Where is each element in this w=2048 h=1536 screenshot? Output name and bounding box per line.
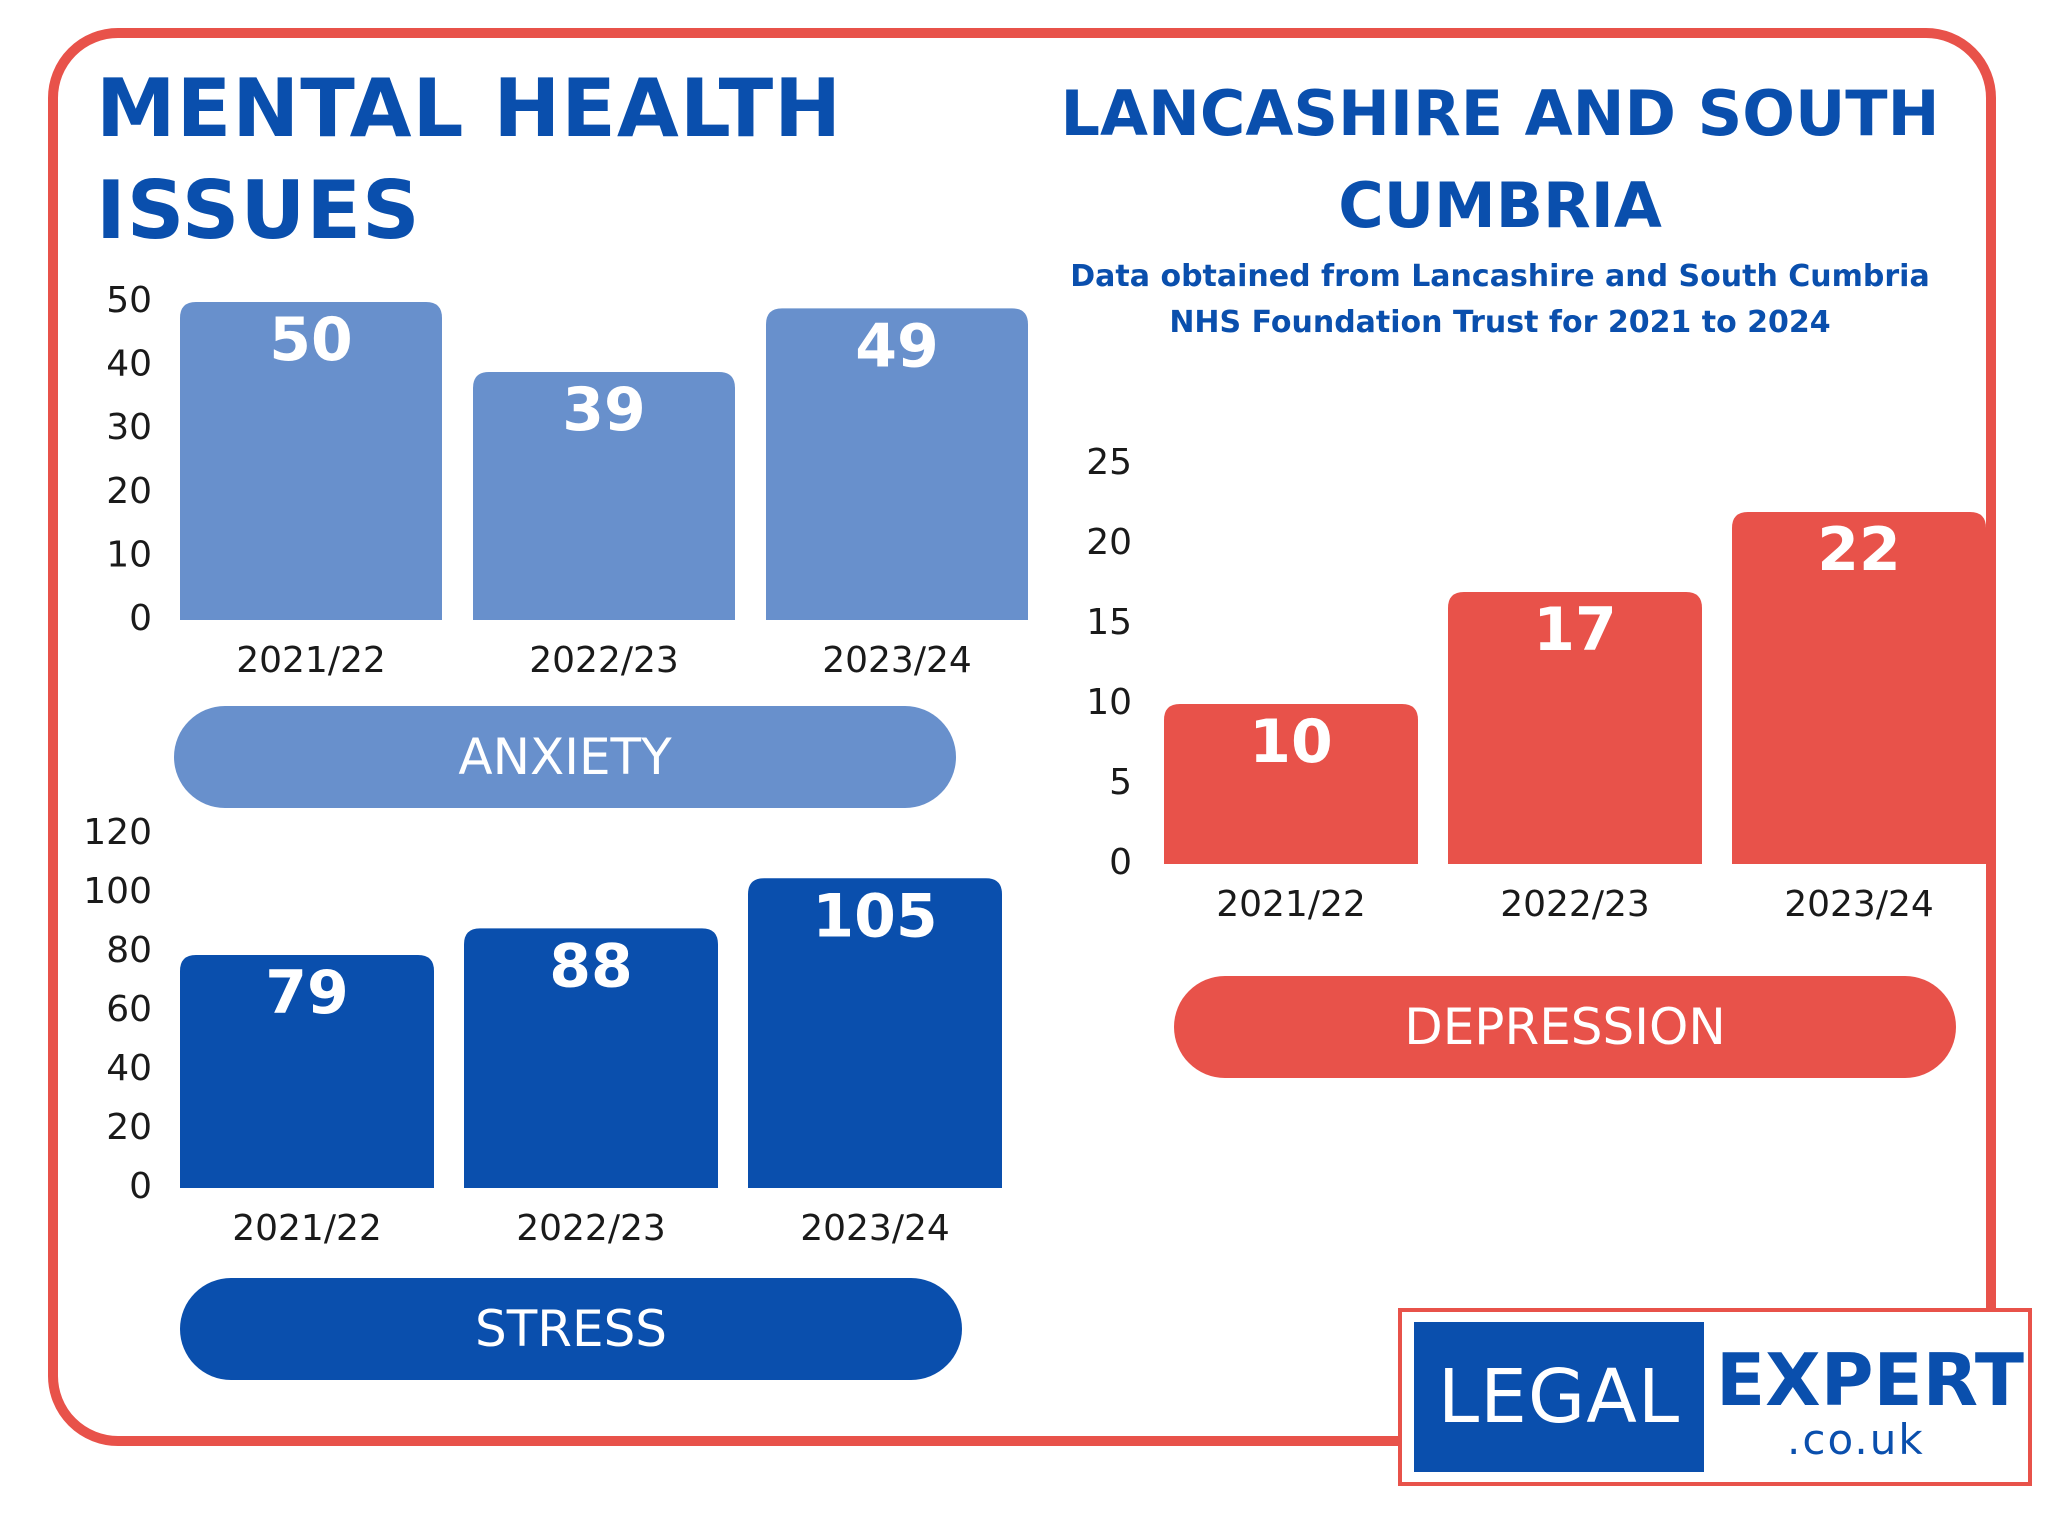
anxiety-category-label: 2022/23 bbox=[529, 640, 679, 681]
stress-y-tick: 60 bbox=[106, 989, 152, 1030]
anxiety-y-tick: 10 bbox=[106, 534, 152, 575]
depression-y-tick: 10 bbox=[1086, 682, 1132, 723]
depression-value-label: 17 bbox=[1533, 595, 1617, 665]
logo-expert-text: EXPERT bbox=[1716, 1338, 2024, 1422]
logo-domain-text: .co.uk bbox=[1787, 1415, 1925, 1464]
page-frame bbox=[48, 28, 1996, 1446]
depression-y-tick: 5 bbox=[1109, 762, 1132, 803]
stress-category-label: 2021/22 bbox=[232, 1208, 382, 1249]
stress-category-label: 2022/23 bbox=[516, 1208, 666, 1249]
anxiety-y-tick: 20 bbox=[106, 471, 152, 512]
anxiety-value-label: 49 bbox=[855, 311, 939, 381]
depression-chart: 0 5 10 15 20 25 10 2021/22 17 2022/23 22 2023/24 bbox=[1086, 442, 1986, 925]
depression-bar bbox=[1732, 512, 1986, 864]
anxiety-bar bbox=[473, 371, 735, 620]
anxiety-y-tick: 30 bbox=[106, 407, 152, 448]
depression-bar bbox=[1164, 704, 1418, 864]
stress-y-tick: 100 bbox=[83, 871, 152, 912]
stress-value-label: 88 bbox=[549, 931, 633, 1001]
stress-bar bbox=[180, 954, 434, 1188]
source-note: Data obtained from Lancashire and South … bbox=[1070, 259, 1930, 340]
depression-y-tick: 15 bbox=[1086, 602, 1132, 643]
anxiety-bar bbox=[766, 308, 1028, 620]
stress-value-label: 105 bbox=[812, 881, 937, 951]
stress-y-tick: 0 bbox=[129, 1166, 152, 1207]
anxiety-y-tick: 0 bbox=[129, 598, 152, 639]
anxiety-chart: 0 10 20 30 40 50 50 2021/22 39 2022/23 49 2023/24 bbox=[106, 280, 1028, 681]
logo-legal-text: LEGAL bbox=[1414, 1322, 1704, 1472]
depression-bar bbox=[1448, 592, 1702, 864]
anxiety-y-tick: 50 bbox=[106, 280, 152, 321]
legal-expert-logo: LEGAL EXPERT .co.uk bbox=[1398, 1308, 2032, 1486]
depression-value-label: 10 bbox=[1249, 707, 1333, 777]
stress-bar bbox=[464, 928, 718, 1188]
stress-category-label: 2023/24 bbox=[800, 1208, 950, 1249]
anxiety-y-tick: 40 bbox=[106, 344, 152, 385]
anxiety-value-label: 39 bbox=[562, 375, 646, 445]
stress-chart: 0 20 40 60 80 100 120 79 2021/22 88 2022/23 105 2023… bbox=[83, 812, 1002, 1249]
anxiety-label-pill: ANXIETY bbox=[174, 706, 956, 808]
anxiety-value-label: 50 bbox=[269, 305, 353, 375]
stress-y-tick: 120 bbox=[83, 812, 152, 853]
region-title: LANCASHIRE AND SOUTH CUMBRIA bbox=[1060, 77, 1940, 242]
stress-bar bbox=[748, 878, 1002, 1188]
depression-y-tick: 0 bbox=[1109, 842, 1132, 883]
depression-category-label: 2022/23 bbox=[1500, 884, 1650, 925]
stress-y-tick: 40 bbox=[106, 1048, 152, 1089]
anxiety-category-label: 2023/24 bbox=[822, 640, 972, 681]
depression-category-label: 2023/24 bbox=[1784, 884, 1934, 925]
stress-y-tick: 20 bbox=[106, 1107, 152, 1148]
depression-category-label: 2021/22 bbox=[1216, 884, 1366, 925]
depression-y-tick: 20 bbox=[1086, 522, 1132, 563]
anxiety-category-label: 2021/22 bbox=[236, 640, 386, 681]
stress-y-tick: 80 bbox=[106, 930, 152, 971]
page-title: MENTAL HEALTH ISSUES bbox=[96, 62, 843, 257]
depression-label-pill: DEPRESSION bbox=[1174, 976, 1956, 1078]
depression-value-label: 22 bbox=[1817, 515, 1901, 585]
anxiety-bar bbox=[180, 302, 442, 620]
stress-value-label: 79 bbox=[265, 958, 349, 1028]
stress-label-pill: STRESS bbox=[180, 1278, 962, 1380]
depression-y-tick: 25 bbox=[1086, 442, 1132, 483]
